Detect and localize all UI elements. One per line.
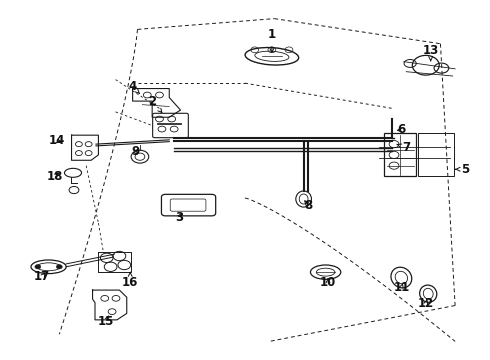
Text: 10: 10 [320, 276, 336, 289]
Text: 6: 6 [397, 123, 406, 136]
Text: 4: 4 [128, 80, 140, 94]
Text: 15: 15 [98, 315, 114, 328]
Text: 3: 3 [175, 211, 183, 224]
Text: 9: 9 [131, 145, 139, 158]
Text: 11: 11 [393, 281, 410, 294]
Circle shape [56, 265, 62, 269]
Text: 13: 13 [422, 44, 439, 61]
Text: 18: 18 [46, 170, 63, 183]
Text: 12: 12 [417, 297, 434, 310]
Text: 8: 8 [304, 199, 313, 212]
Text: 16: 16 [122, 273, 138, 289]
Text: 14: 14 [49, 134, 65, 147]
Text: 5: 5 [455, 163, 469, 176]
Text: 7: 7 [397, 141, 410, 154]
Text: 1: 1 [268, 28, 276, 53]
Circle shape [35, 265, 41, 269]
Text: 2: 2 [148, 95, 162, 113]
Text: 17: 17 [34, 270, 50, 283]
